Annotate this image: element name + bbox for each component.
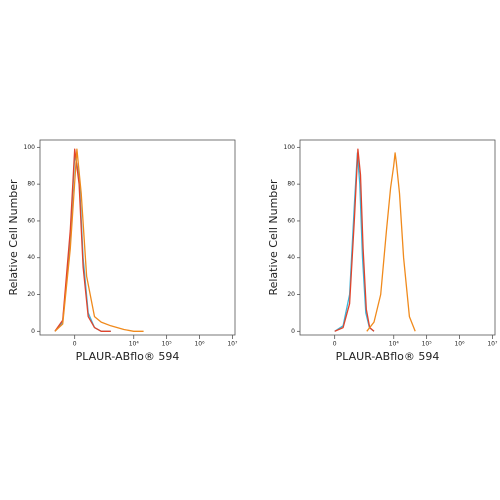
histogram-line	[334, 152, 375, 332]
x-tick-label: 10⁴	[389, 341, 400, 348]
y-tick-label: 60	[287, 217, 295, 224]
x-tick-label: 10⁶	[454, 341, 465, 348]
y-tick-label: 80	[287, 181, 295, 188]
x-tick-label: 0	[333, 341, 337, 348]
plot-frame	[39, 139, 236, 336]
x-tick-label: 10⁴	[129, 341, 140, 348]
x-axis-label: PLAUR-ABflo® 594	[336, 350, 440, 363]
y-tick-label: 20	[27, 291, 35, 298]
x-tick-label: 10⁵	[422, 341, 433, 348]
y-tick-label: 100	[24, 144, 36, 151]
histogram-line	[54, 154, 111, 332]
y-tick-label: 40	[287, 254, 295, 261]
y-tick-label: 100	[284, 144, 296, 151]
histogram-line	[334, 148, 375, 332]
x-tick-label: 10⁷	[227, 341, 238, 348]
x-axis-label: PLAUR-ABflo® 594	[76, 350, 180, 363]
y-axis-label: Relative Cell Number	[7, 179, 20, 296]
x-tick-label: 10⁶	[194, 341, 205, 348]
histogram-line	[54, 148, 111, 332]
histogram-line	[366, 152, 416, 332]
y-tick-label: 80	[27, 181, 35, 188]
y-tick-label: 40	[27, 254, 35, 261]
x-tick-label: 10⁷	[487, 341, 498, 348]
x-tick-label: 10⁵	[162, 341, 173, 348]
x-tick-label: 0	[73, 341, 77, 348]
y-tick-label: 60	[27, 217, 35, 224]
y-tick-label: 20	[287, 291, 295, 298]
plot-frame	[299, 139, 496, 336]
histogram-line	[54, 148, 144, 332]
y-tick-label: 0	[31, 328, 35, 335]
y-tick-label: 0	[291, 328, 295, 335]
y-axis-label: Relative Cell Number	[267, 179, 280, 296]
